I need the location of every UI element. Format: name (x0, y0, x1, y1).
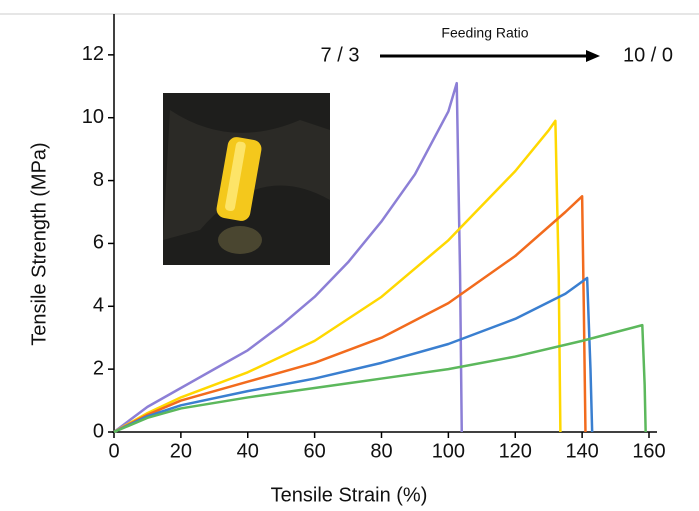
x-tick-label: 100 (432, 440, 465, 462)
x-tick-label: 0 (108, 440, 119, 462)
x-tick-label: 40 (237, 440, 259, 462)
series-line (113, 276, 594, 434)
annotation-label: Feeding Ratio (441, 25, 528, 41)
y-tick-label: 0 (93, 420, 104, 442)
y-axis-title: Tensile Strength (MPa) (28, 142, 50, 345)
y-tick-label: 2 (93, 357, 104, 379)
x-tick-label: 140 (565, 440, 598, 462)
x-tick-label: 80 (370, 440, 392, 462)
series-line (113, 195, 587, 434)
x-tick-label: 120 (499, 440, 532, 462)
x-tick-label: 60 (304, 440, 326, 462)
y-tick-label: 12 (82, 43, 104, 65)
x-tick-label: 160 (632, 440, 665, 462)
x-axis-title: Tensile Strain (%) (271, 484, 428, 506)
y-tick-label: 10 (82, 106, 104, 128)
x-tick-label: 20 (170, 440, 192, 462)
series-line (113, 119, 562, 434)
series-line (113, 81, 463, 433)
y-tick-label: 4 (93, 295, 104, 317)
arrow (380, 50, 600, 62)
y-tick-label: 8 (93, 169, 104, 191)
inset-photo (163, 93, 330, 265)
annotation-end: 10 / 0 (623, 44, 673, 66)
y-tick-label: 6 (93, 232, 104, 254)
series-line (113, 323, 647, 434)
annotation-start: 7 / 3 (321, 44, 360, 66)
